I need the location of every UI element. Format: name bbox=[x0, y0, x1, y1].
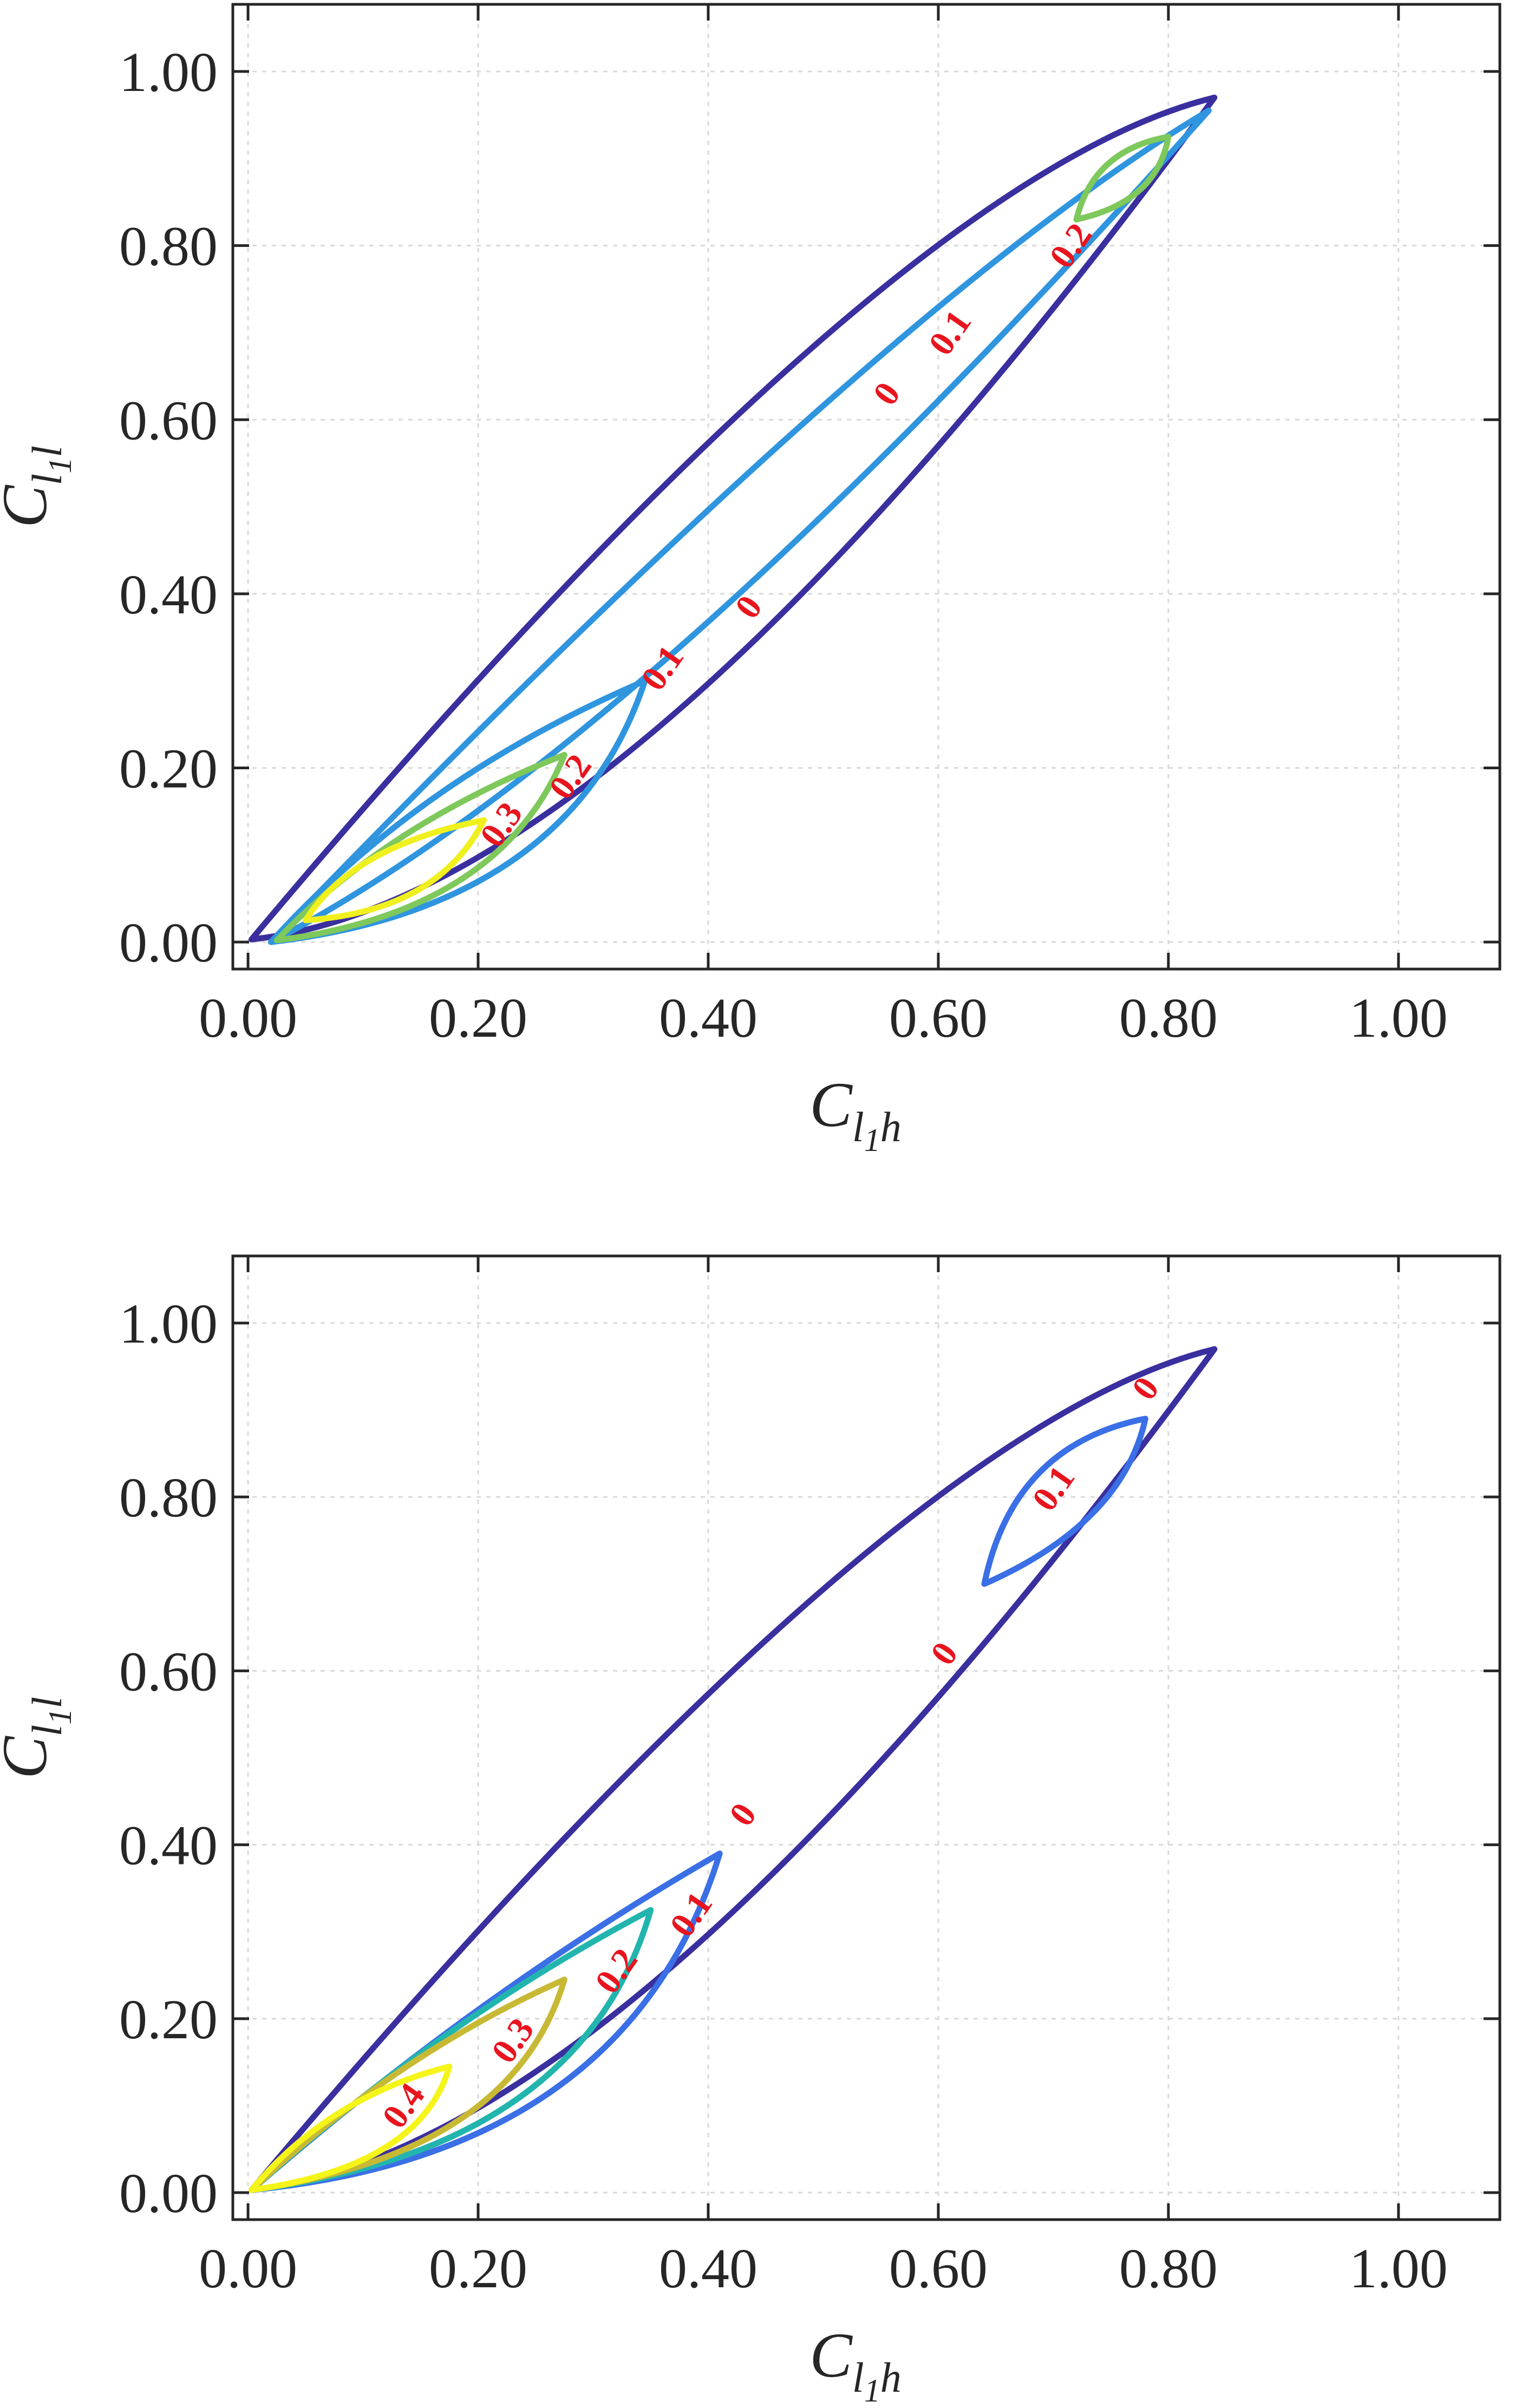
axes-frame bbox=[231, 1254, 1501, 2221]
x-tick-label: 1.00 bbox=[1349, 2237, 1448, 2300]
x-tick-label: 0.60 bbox=[889, 2237, 988, 2300]
contour-level-label: 0.3 bbox=[484, 2011, 542, 2070]
y-tick-label: 1.00 bbox=[119, 1293, 218, 1355]
axes-frame bbox=[231, 3, 1501, 971]
x-tick-label: 0.00 bbox=[199, 2237, 297, 2300]
y-tick-label: 0.60 bbox=[119, 1640, 218, 1703]
y-tick-label: 0.60 bbox=[119, 389, 218, 451]
x-axis-label: Cl1h bbox=[809, 1069, 901, 1158]
contour-level-label: 0.1 bbox=[1024, 1459, 1082, 1518]
y-axis-label: Cl1l bbox=[0, 1697, 78, 1779]
x-tick-label: 0.80 bbox=[1119, 2237, 1218, 2300]
y-tick-label: 0.20 bbox=[119, 1988, 218, 2051]
y-tick-label: 0.40 bbox=[119, 564, 218, 626]
y-axis-label: Cl1l bbox=[0, 446, 78, 528]
y-tick-label: 0.00 bbox=[119, 912, 218, 974]
y-tick-label: 0.00 bbox=[119, 2162, 218, 2224]
x-tick-label: 0.00 bbox=[199, 987, 297, 1049]
contour-line bbox=[302, 817, 487, 924]
x-axis-label: Cl1h bbox=[809, 2320, 901, 2408]
contour-line bbox=[981, 1416, 1148, 1587]
contour-line bbox=[248, 2063, 453, 2193]
contour-line bbox=[248, 1346, 1218, 2193]
contour-line bbox=[1073, 134, 1172, 223]
contour-level-label: 0 bbox=[722, 1796, 765, 1833]
x-tick-label: 0.60 bbox=[889, 987, 988, 1049]
x-tick-label: 0.80 bbox=[1119, 987, 1218, 1049]
contour-line bbox=[248, 1907, 654, 2193]
x-tick-label: 1.00 bbox=[1349, 987, 1448, 1049]
contour-level-label: 0 bbox=[1124, 1370, 1167, 1407]
contour-line bbox=[268, 678, 648, 945]
contour-level-label: 0 bbox=[923, 1635, 966, 1672]
bottom-contour-plot: 0.00 0.00 0.20 0.20 0.40 0.40 0.60 0.60 0.80 0.80… bbox=[0, 1254, 1501, 2408]
x-tick-label: 0.40 bbox=[659, 2237, 758, 2300]
y-tick-label: 0.80 bbox=[119, 215, 218, 278]
contour-level-label: 0.2 bbox=[1042, 216, 1100, 275]
contour-level-label: 0.3 bbox=[472, 795, 530, 854]
y-tick-label: 0.20 bbox=[119, 737, 218, 800]
contour-level-label: 0 bbox=[727, 588, 770, 626]
x-tick-label: 0.40 bbox=[659, 987, 758, 1049]
x-tick-label: 0.20 bbox=[429, 987, 527, 1049]
y-tick-label: 1.00 bbox=[119, 41, 218, 103]
y-tick-label: 0.80 bbox=[119, 1467, 218, 1529]
x-tick-label: 0.20 bbox=[429, 2237, 527, 2300]
top-contour-plot: 0.000.000.200.200.400.400.600.600.800.80… bbox=[0, 3, 1501, 1158]
contour-level-label: 0 bbox=[865, 375, 908, 413]
y-tick-label: 0.40 bbox=[119, 1815, 218, 1877]
